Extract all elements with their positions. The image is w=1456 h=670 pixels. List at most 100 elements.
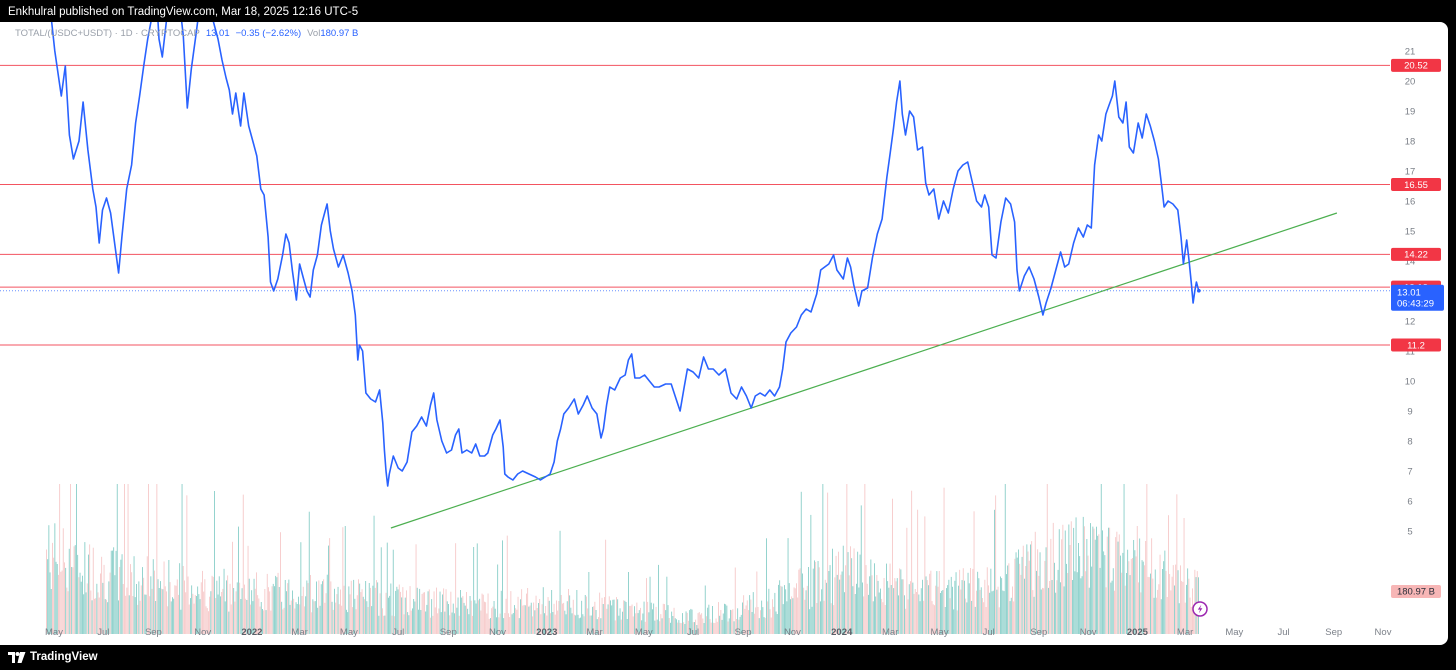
volume-bar — [668, 618, 670, 634]
volume-bar — [1037, 549, 1039, 634]
volume-bar — [318, 580, 320, 634]
volume-bar — [829, 565, 831, 634]
volume-bar — [94, 598, 95, 634]
volume-bar — [714, 623, 716, 634]
horizontal-levels[interactable] — [0, 64, 1390, 346]
volume-bar — [576, 590, 578, 634]
volume-bar — [689, 610, 691, 634]
volume-bar — [1067, 573, 1069, 634]
volume-bar — [442, 594, 443, 634]
volume-bar — [770, 617, 772, 634]
volume-bar — [1115, 537, 1117, 634]
volume-bar — [784, 585, 785, 634]
volume-bar — [1112, 568, 1114, 634]
volume-bar — [421, 594, 423, 634]
volume-bar — [1063, 586, 1065, 634]
volume-bar — [1156, 597, 1157, 634]
volume-bar — [162, 589, 164, 634]
volume-bar — [47, 559, 49, 634]
volume-bar — [310, 575, 311, 634]
volume-bar — [397, 589, 399, 634]
volume-bar — [1182, 581, 1184, 634]
alert-bolt-icon[interactable] — [1192, 601, 1208, 617]
volume-bar — [78, 577, 80, 634]
volume-bar — [742, 602, 743, 634]
volume-bar — [928, 585, 929, 634]
volume-bar — [800, 491, 802, 634]
x-tick-label: May — [931, 627, 949, 638]
volume-bar — [326, 574, 328, 634]
volume-bar — [977, 571, 979, 634]
volume-bar — [97, 592, 99, 634]
volume-bar — [857, 551, 859, 634]
volume-bar — [296, 604, 298, 634]
volume-bar — [1021, 556, 1023, 634]
volume-bar — [578, 618, 580, 634]
trendline-group[interactable] — [390, 212, 1338, 529]
volume-bar — [692, 622, 694, 634]
volume-bar — [1046, 484, 1048, 634]
volume-bar — [1141, 560, 1143, 634]
volume-bar — [457, 597, 459, 634]
volume-bar — [896, 578, 898, 634]
volume-bar — [449, 615, 451, 634]
volume-bar — [205, 606, 207, 634]
volume-bar — [71, 567, 73, 634]
volume-bar — [604, 597, 605, 634]
volume-bar — [805, 590, 807, 634]
volume-bar — [499, 613, 501, 634]
volume-bar — [956, 610, 958, 634]
volume-bar — [847, 552, 849, 634]
volume-bar — [1042, 587, 1043, 634]
volume-bar — [644, 621, 646, 634]
volume-bar — [184, 580, 185, 634]
volume-bar — [404, 597, 406, 634]
volume-bar — [434, 607, 436, 634]
volume-bar — [1170, 590, 1172, 634]
volume-bar — [371, 606, 373, 634]
volume-bar — [1026, 544, 1028, 634]
volume-bar — [970, 568, 971, 634]
volume-bar — [388, 597, 389, 634]
price-series — [50, 22, 1201, 487]
volume-bar — [944, 607, 946, 634]
volume-bar — [619, 608, 621, 634]
volume-bar — [738, 619, 740, 634]
volume-bar — [893, 588, 895, 634]
volume-bar — [832, 548, 833, 634]
volume-bar — [142, 567, 143, 634]
volume-bar — [617, 599, 619, 634]
volume-bar — [1034, 531, 1036, 634]
volume-bar — [698, 612, 700, 634]
volume-bar — [716, 621, 718, 634]
volume-bar — [550, 613, 551, 634]
volume-bar — [898, 595, 899, 634]
volume-bar — [476, 543, 478, 634]
volume-bar — [130, 564, 131, 634]
volume-bar — [948, 579, 950, 634]
volume-bar — [154, 570, 155, 634]
volume-bar — [688, 620, 689, 634]
volume-bar — [498, 617, 500, 634]
volume-bar — [887, 581, 889, 634]
volume-bar — [166, 591, 167, 634]
volume-bar — [721, 619, 723, 634]
volume-bar — [122, 584, 124, 634]
chart-panel[interactable]: TOTAL/(USDC+USDT) · 1D · CRYPTOCAP 13.01−… — [0, 22, 1448, 645]
volume-bar — [436, 587, 437, 634]
volume-bar — [1174, 585, 1175, 634]
volume-bar — [312, 599, 314, 634]
volume-bar — [293, 598, 295, 634]
volume-bar — [77, 554, 79, 634]
volume-bar — [562, 603, 563, 634]
volume-bar — [376, 580, 377, 634]
volume-bar — [1014, 558, 1016, 634]
volume-bar — [1062, 524, 1064, 634]
price-chart[interactable]: 56789101112131415161718192021 MayJulSepN… — [0, 22, 1448, 645]
volume-bar — [730, 609, 731, 634]
volume-bar — [464, 605, 466, 634]
volume-bar — [918, 594, 920, 634]
volume-bar — [146, 556, 148, 634]
volume-bar — [605, 539, 607, 634]
volume-bar — [1106, 536, 1108, 634]
